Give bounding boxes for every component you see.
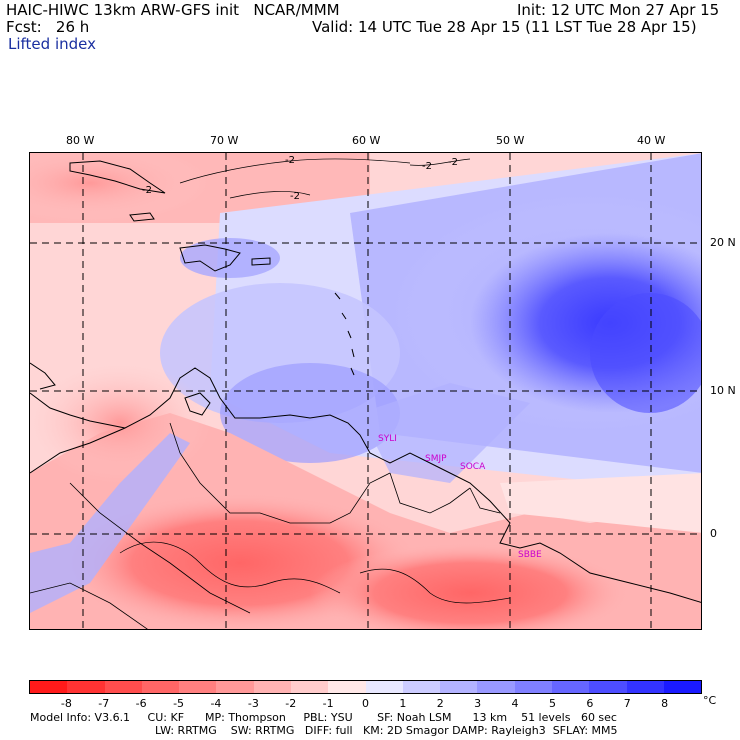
lon-label-70w: 70 W <box>210 134 239 147</box>
atlantic-deep-core <box>590 293 701 413</box>
contour-label: -2 <box>448 157 458 168</box>
puerto-rico-coast <box>251 257 271 266</box>
hispaniola-coast <box>179 244 241 272</box>
lon-label-40w: 40 W <box>637 134 666 147</box>
contour-north-1 <box>179 158 411 184</box>
contour-north-3 <box>409 158 471 166</box>
contour-label: -2 <box>422 161 432 172</box>
hispaniola-blue <box>180 238 280 278</box>
guyana-border <box>389 472 471 514</box>
color-scale-cell <box>626 681 664 693</box>
color-scale-tick-label: -2 <box>285 697 297 710</box>
color-scale-cell <box>290 681 329 693</box>
color-scale-tick-label: 6 <box>586 697 594 710</box>
color-scale-cell <box>365 681 403 693</box>
color-scale-tick-label: -8 <box>60 697 72 710</box>
color-scale-tick-label: 7 <box>623 697 631 710</box>
lon-label-50w: 50 W <box>496 134 525 147</box>
contour-label: -2 <box>142 185 152 196</box>
color-scale-unit: °C <box>703 694 717 707</box>
central-america-coast <box>30 392 126 429</box>
station-labels: SYLI SMJP SOCA SBBE <box>378 434 542 560</box>
color-scale-cell <box>30 681 68 693</box>
lat-lon-grid <box>30 153 701 629</box>
lon-label-80w: 80 W <box>66 134 95 147</box>
color-scale-cell <box>216 681 254 693</box>
color-scale-cell <box>663 681 702 693</box>
color-scale-cell <box>253 681 291 693</box>
guiana-blue-ribbon <box>360 383 530 483</box>
color-scale-tick-label: 3 <box>474 697 482 710</box>
central-america-west <box>30 362 56 390</box>
contour-south-2 <box>359 568 511 604</box>
color-scale-cell <box>141 681 180 693</box>
color-scale-cell <box>477 681 515 693</box>
cuba-coast <box>69 160 166 194</box>
color-scale-cell <box>589 681 627 693</box>
lat-label-0: 0 <box>710 527 717 540</box>
color-scale-cell <box>179 681 217 693</box>
contour-south-1 <box>119 541 341 594</box>
color-scale-tick-label: 4 <box>511 697 519 710</box>
init-time: Init: 12 UTC Mon 27 Apr 15 <box>517 1 720 19</box>
contour-labels: -2 -2 -2 -2 -2 <box>142 155 458 202</box>
color-scale-cell <box>104 681 142 693</box>
station-label-syli: SYLI <box>378 434 397 444</box>
map-canvas: -2 -2 -2 -2 -2 SYLI SMJP SOCA SBBE <box>30 153 701 629</box>
lon-label-60w: 60 W <box>352 134 381 147</box>
color-scale-tick-label: -4 <box>210 697 222 710</box>
south-america-coast <box>30 367 701 603</box>
model-info-line1: Model Info: V3.6.1 CU: KF MP: Thompson P… <box>30 711 617 724</box>
color-scale-tick-label: -6 <box>135 697 147 710</box>
color-scale-tick-label: 2 <box>436 697 444 710</box>
lat-label-20n: 20 N <box>710 236 736 249</box>
color-scale-tick-label: 1 <box>399 697 407 710</box>
color-scale-tick-label: 5 <box>548 697 556 710</box>
color-scale-bar <box>29 680 702 694</box>
cuba-warm <box>30 153 210 223</box>
color-scale-tick-label: -1 <box>322 697 334 710</box>
lat-label-10n: 10 N <box>710 384 736 397</box>
lifted-index-map: -2 -2 -2 -2 -2 SYLI SMJP SOCA SBBE <box>29 152 702 630</box>
jamaica-coast <box>129 212 155 222</box>
model-title: HAIC-HIWC 13km ARW-GFS init NCAR/MMM <box>6 1 340 19</box>
color-scale-cell <box>328 681 366 693</box>
forecast-hour: Fcst: 26 h <box>6 18 90 36</box>
caribbean-mid-blue <box>220 363 400 463</box>
color-scale-cell <box>67 681 105 693</box>
ecuador-peru-border <box>30 582 148 629</box>
color-scale-tick-label: 8 <box>661 697 669 710</box>
color-scale-tick-label: -7 <box>98 697 110 710</box>
coastlines <box>30 160 701 629</box>
color-scale-cell <box>551 681 590 693</box>
lake-maracaibo <box>184 392 211 416</box>
suriname-border <box>469 487 501 514</box>
contour-label: -2 <box>290 191 300 202</box>
field-name: Lifted index <box>8 35 96 53</box>
color-scale-cell <box>440 681 478 693</box>
central-america-warm <box>30 363 210 483</box>
contour-label: -2 <box>285 155 295 166</box>
lesser-antilles-coast <box>334 292 355 376</box>
color-scale-tick-label: -3 <box>247 697 259 710</box>
colombia-border <box>69 482 251 614</box>
station-label-smjp: SMJP <box>425 454 447 464</box>
andes-blue-streak <box>30 433 190 613</box>
station-label-sbbe: SBBE <box>518 550 542 560</box>
color-scale-tick-label: -5 <box>173 697 185 710</box>
color-scale-cell <box>402 681 441 693</box>
model-info-line2: LW: RRTMG SW: RRTMG DIFF: full KM: 2D Sm… <box>155 724 618 737</box>
color-scale-tick-label: 0 <box>362 697 369 710</box>
amazon-warm-core <box>310 543 630 629</box>
valid-time: Valid: 14 UTC Tue 28 Apr 15 (11 LST Tue … <box>312 18 697 36</box>
station-label-soca: SOCA <box>460 462 486 472</box>
contours <box>119 158 511 604</box>
venezuela-border <box>169 422 391 524</box>
contour-north-2 <box>229 191 311 199</box>
color-scale-cell <box>514 681 552 693</box>
